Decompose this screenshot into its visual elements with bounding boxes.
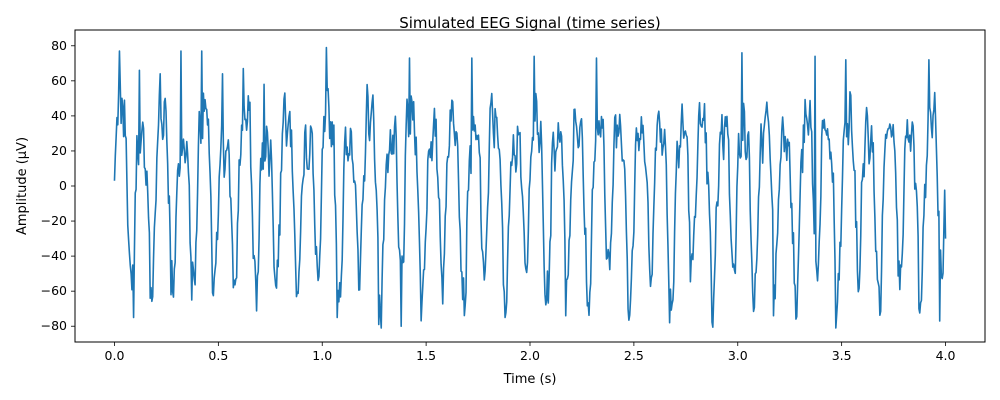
x-axis-ticks: 0.0 0.5 1.0 1.5 2.0 2.5 3.0 3.5 4.0 — [105, 342, 956, 363]
x-tick-label: 3.5 — [832, 348, 852, 363]
x-tick-label: 1.5 — [416, 348, 436, 363]
x-tick-label: 4.0 — [936, 348, 956, 363]
x-tick-label: 2.0 — [520, 348, 540, 363]
plot-frame — [74, 29, 986, 343]
y-tick-label: −40 — [41, 248, 67, 263]
y-tick-label: 40 — [51, 108, 67, 123]
y-tick-label: 60 — [51, 73, 67, 88]
y-axis-ticks: −80 −60 −40 −20 0 20 40 60 80 — [41, 38, 75, 333]
x-tick-label: 0.5 — [208, 348, 228, 363]
y-tick-label: 0 — [59, 178, 67, 193]
y-tick-label: 80 — [51, 38, 67, 53]
y-tick-label: −60 — [41, 283, 67, 298]
eeg-series-line — [113, 46, 947, 329]
x-tick-label: 1.0 — [312, 348, 332, 363]
y-axis-label: Amplitude (µV) — [15, 137, 30, 235]
y-tick-label: 20 — [51, 143, 67, 158]
x-tick-label: 0.0 — [105, 348, 125, 363]
chart-title: Simulated EEG Signal (time series) — [399, 14, 661, 32]
x-axis-label: Time (s) — [503, 372, 557, 387]
x-tick-label: 3.0 — [728, 348, 748, 363]
y-tick-label: −80 — [41, 318, 67, 333]
x-tick-label: 2.5 — [624, 348, 644, 363]
y-tick-label: −20 — [41, 213, 67, 228]
